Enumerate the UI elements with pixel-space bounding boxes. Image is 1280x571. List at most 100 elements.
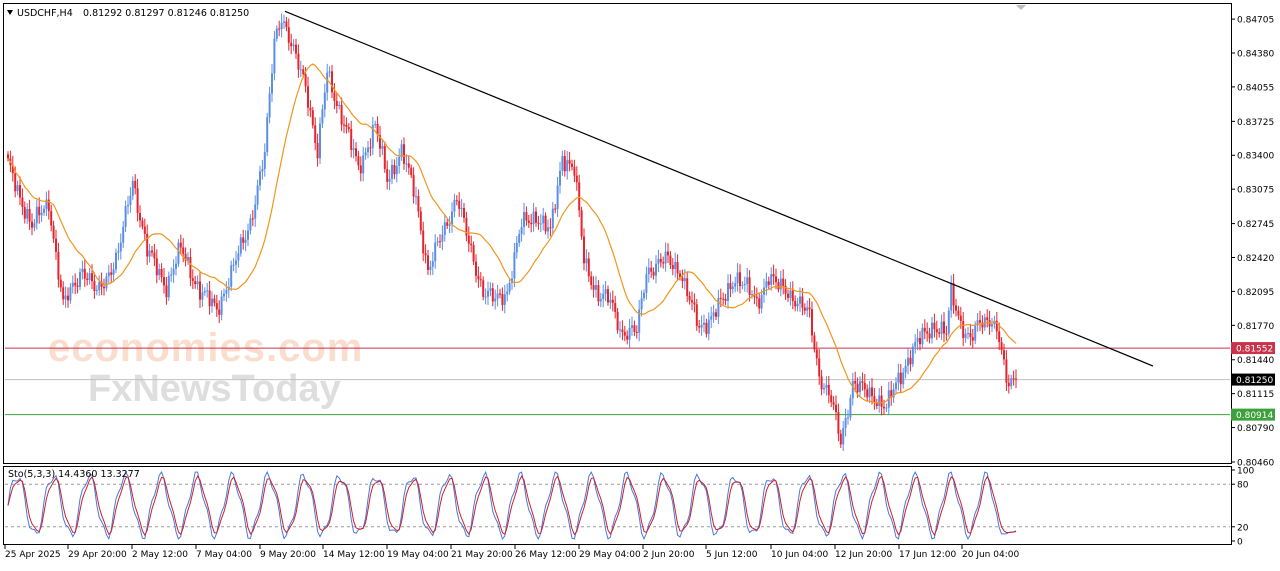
bear-candle [182,247,185,254]
bear-candle [477,275,480,280]
resistance-price-box [1231,342,1275,355]
bear-candle [811,309,813,336]
watermark: economies.com FxNewsToday [48,326,362,410]
bear-candle [739,272,741,287]
bear-candle [623,331,626,336]
bear-candle [103,286,105,289]
bull-candle [451,211,453,225]
bear-candle [830,395,833,403]
bear-candle [719,297,722,299]
bear-candle [55,238,57,252]
bear-candle [866,389,869,398]
bear-candle [535,211,537,223]
bear-candle [899,372,902,385]
bull-candle [381,146,384,149]
bull-candle [751,294,753,296]
price-pane[interactable] [3,3,1232,464]
time-tick-label: 21 May 20:00 [451,550,513,560]
stochastic-pane[interactable] [3,466,1232,545]
bear-candle [295,44,297,54]
bull-candle [117,251,120,253]
bull-candle [323,92,326,110]
bear-candle [83,268,86,279]
bear-candle [1003,350,1005,360]
bull-candle [760,294,763,309]
bear-candle [343,124,345,126]
bear-candle [379,135,381,149]
bull-candle [374,123,377,125]
bear-candle [179,242,182,248]
bull-candle [847,417,849,419]
bull-candle [429,266,432,270]
bull-candle [441,234,444,242]
bull-candle [398,156,401,167]
bear-candle [715,312,717,317]
bull-candle [506,291,509,295]
price-tick-label: 0.81770 [1237,322,1274,332]
bull-candle [496,293,499,299]
bear-candle [575,175,578,183]
bull-candle [561,156,564,171]
bear-candle [818,358,821,377]
bear-candle [755,296,758,299]
bull-candle [902,372,905,385]
bull-candle [177,242,180,264]
bull-candle [326,72,329,93]
bull-candle [746,277,749,285]
bear-candle [47,199,50,212]
bear-candle [302,69,305,75]
bull-candle [196,281,199,285]
bear-candle [153,252,156,259]
bull-candle [261,168,264,172]
bull-candle [566,160,569,172]
stochastic-tick-label: 80 [1237,481,1249,491]
bear-candle [499,293,501,295]
bear-candle [955,305,957,311]
bull-candle [148,250,151,257]
price-tick-label: 0.83400 [1237,152,1274,162]
bull-candle [609,299,612,303]
trendline[interactable] [284,10,1154,367]
bear-candle [525,212,528,221]
bull-candle [88,273,91,280]
bear-candle [242,237,245,243]
bull-candle [299,69,302,71]
bull-candle [95,290,98,292]
time-tick-label: 29 May 04:00 [579,550,641,560]
bear-candle [571,163,573,167]
bear-candle [110,272,113,275]
price-tick-label: 0.83725 [1237,118,1274,128]
bear-candle [791,290,794,302]
bear-candle [57,251,60,280]
symbol-dropdown-icon[interactable] [7,10,13,15]
bull-candle [167,275,170,298]
time-tick-label: 12 Jun 20:00 [835,550,892,560]
bull-candle [484,296,487,298]
bear-candle [671,265,674,270]
moving-average-line[interactable] [7,63,1017,404]
bull-candle [931,322,933,339]
bull-candle [448,224,451,226]
bull-candle [717,297,720,317]
time-tick-label: 29 Apr 20:00 [68,550,127,560]
bull-candle [619,329,621,331]
bull-candle [556,185,559,210]
bull-candle [539,223,542,225]
support-price-label: 0.80914 [1236,411,1273,421]
scroll-marker-icon [1016,5,1026,10]
time-tick-label: 2 May 12:00 [132,550,188,560]
bull-candle [206,290,209,292]
bull-candle [415,196,417,198]
bull-candle [431,261,434,267]
support-price-box [1231,408,1275,421]
bull-candle [247,230,249,240]
bull-candle [107,272,110,277]
bull-candle [131,180,134,196]
stochastic-tick-label: 100 [1237,467,1254,477]
bull-candle [643,292,645,299]
price-tick-label: 0.84380 [1237,49,1274,59]
bull-candle [892,389,895,398]
resistance-price-label: 0.81552 [1236,345,1273,355]
